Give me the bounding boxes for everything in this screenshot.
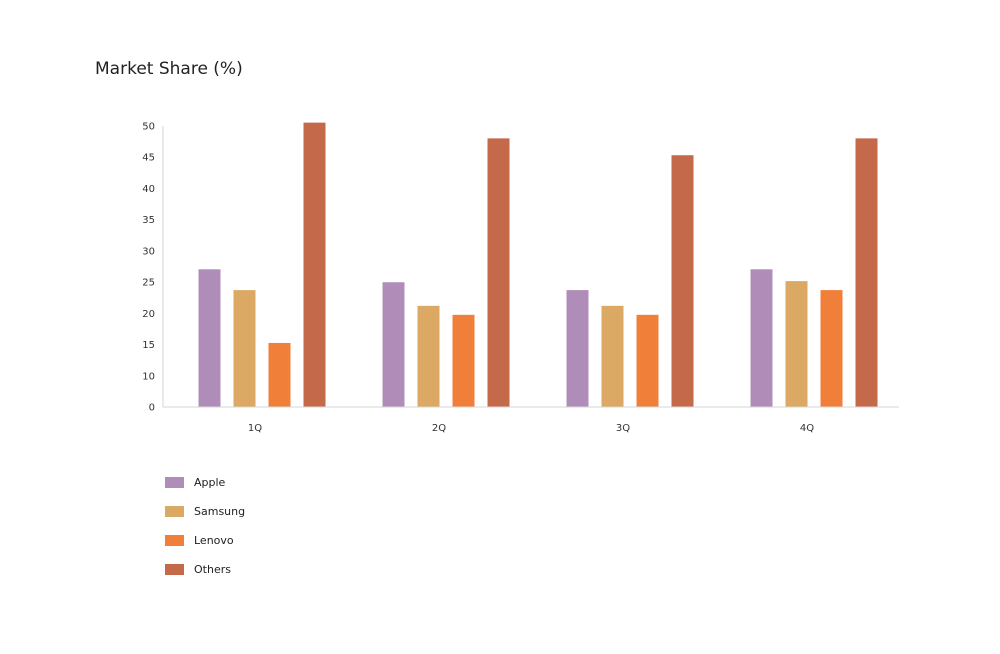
y-tick-label: 15 [142, 340, 155, 351]
bar-others-2q [487, 138, 510, 407]
bar-samsung-4q [785, 281, 808, 407]
legend-label: Samsung [194, 505, 246, 518]
legend-item: Apple [165, 468, 245, 497]
y-tick-label: 45 [142, 153, 155, 164]
legend-item: Lenovo [165, 526, 245, 555]
bar-lenovo-2q [452, 314, 475, 407]
y-tick-label: 10 [142, 371, 155, 382]
bar-samsung-2q [417, 305, 440, 407]
legend-swatch [165, 506, 184, 517]
legend: Apple Samsung Lenovo Others [165, 468, 245, 584]
bar-apple-4q [750, 269, 773, 407]
x-tick-label: 1Q [248, 423, 262, 434]
y-tick-label: 30 [142, 246, 155, 257]
y-axis: 0 10 15 20 25 30 35 40 45 50 [142, 122, 164, 414]
legend-swatch [165, 564, 184, 575]
legend-item: Others [165, 555, 245, 584]
x-axis: 1Q 2Q 3Q 4Q [163, 406, 899, 434]
legend-label: Others [194, 563, 231, 576]
bar-apple-2q [382, 282, 405, 407]
bar-others-4q [855, 138, 878, 407]
bar-apple-3q [566, 290, 589, 407]
bar-others-3q [671, 155, 694, 407]
bar-lenovo-1q [268, 342, 291, 407]
y-tick-label: 25 [142, 278, 155, 289]
y-tick-label: 35 [142, 215, 155, 226]
bar-lenovo-4q [820, 290, 843, 407]
x-tick-label: 4Q [800, 423, 814, 434]
bar-apple-1q [198, 269, 221, 407]
legend-swatch [165, 477, 184, 488]
bar-samsung-1q [233, 290, 256, 407]
bar-lenovo-3q [636, 314, 659, 407]
legend-label: Lenovo [194, 534, 234, 547]
legend-swatch [165, 535, 184, 546]
bar-samsung-3q [601, 305, 624, 407]
y-tick-label: 40 [142, 184, 155, 195]
y-tick-label: 20 [142, 309, 155, 320]
x-tick-label: 2Q [432, 423, 446, 434]
y-tick-label: 0 [149, 403, 155, 414]
legend-label: Apple [194, 476, 226, 489]
x-tick-label: 3Q [616, 423, 630, 434]
legend-item: Samsung [165, 497, 245, 526]
bar-others-1q [303, 122, 326, 408]
bars [198, 122, 878, 408]
chart-title: Market Share (%) [95, 59, 243, 79]
y-tick-label: 50 [142, 122, 155, 133]
